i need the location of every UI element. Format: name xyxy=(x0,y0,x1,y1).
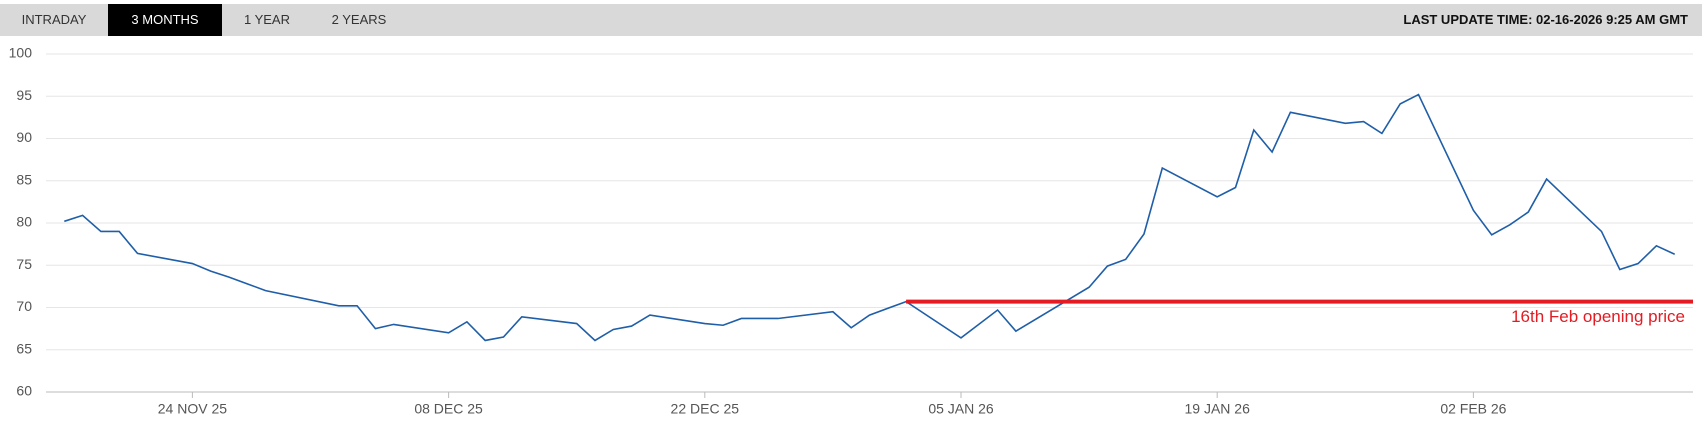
reference-label: 16th Feb opening price xyxy=(1511,307,1685,326)
y-tick-label: 75 xyxy=(16,256,32,272)
y-tick-label: 90 xyxy=(16,129,32,145)
x-tick-label: 19 JAN 26 xyxy=(1185,401,1251,417)
toolbar: LAST UPDATE TIME: 02-16-2026 9:25 AM GMT… xyxy=(0,4,1702,36)
range-tab[interactable]: 2 YEARS xyxy=(331,12,387,27)
y-tick-label: 95 xyxy=(16,87,32,103)
y-tick-label: 85 xyxy=(16,171,32,187)
range-tab[interactable]: 3 MONTHS xyxy=(108,4,222,36)
y-tick-label: 70 xyxy=(16,298,32,314)
x-tick-label: 02 FEB 26 xyxy=(1440,401,1506,417)
x-tick-label: 08 DEC 25 xyxy=(414,401,483,417)
last-update: LAST UPDATE TIME: 02-16-2026 9:25 AM GMT xyxy=(1403,12,1688,27)
range-tab[interactable]: 1 YEAR xyxy=(243,12,290,27)
range-tab[interactable]: INTRADAY xyxy=(21,12,87,27)
y-tick-label: 60 xyxy=(16,383,32,399)
x-tick-label: 24 NOV 25 xyxy=(158,401,227,417)
y-tick-label: 100 xyxy=(9,45,33,61)
y-tick-label: 80 xyxy=(16,214,32,230)
x-tick-label: 05 JAN 26 xyxy=(928,401,994,417)
y-tick-label: 65 xyxy=(16,340,32,356)
x-tick-label: 22 DEC 25 xyxy=(671,401,740,417)
price-line xyxy=(64,93,1676,342)
